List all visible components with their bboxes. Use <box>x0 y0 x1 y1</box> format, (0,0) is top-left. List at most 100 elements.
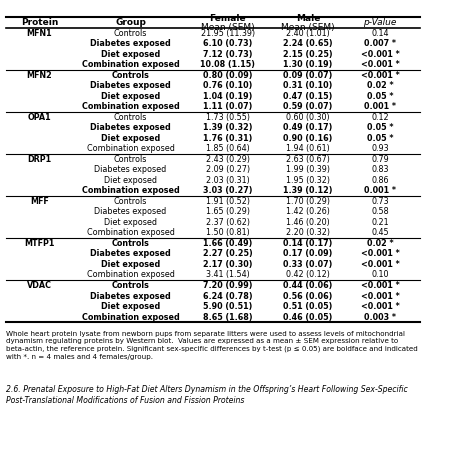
Text: Controls: Controls <box>114 113 147 122</box>
Text: 1.04 (0.19): 1.04 (0.19) <box>203 92 253 101</box>
Text: 0.58: 0.58 <box>371 207 389 216</box>
Text: 2.27 (0.25): 2.27 (0.25) <box>203 250 253 258</box>
Text: 0.09 (0.07): 0.09 (0.07) <box>283 71 333 80</box>
Text: 5.90 (0.51): 5.90 (0.51) <box>203 302 253 311</box>
Text: Diabetes exposed: Diabetes exposed <box>90 39 171 48</box>
Text: Diet exposed: Diet exposed <box>101 92 160 101</box>
Text: 10.08 (1.15): 10.08 (1.15) <box>201 60 255 69</box>
Text: 0.59 (0.07): 0.59 (0.07) <box>283 102 333 111</box>
Text: Combination exposed: Combination exposed <box>87 271 174 279</box>
Text: 6.10 (0.73): 6.10 (0.73) <box>203 39 253 48</box>
Text: Mean (SEM): Mean (SEM) <box>201 22 255 32</box>
Text: 1.50 (0.81): 1.50 (0.81) <box>206 229 250 237</box>
Text: Controls: Controls <box>114 155 147 164</box>
Text: Combination exposed: Combination exposed <box>82 186 179 196</box>
Text: 0.90 (0.16): 0.90 (0.16) <box>283 134 333 143</box>
Text: 0.46 (0.05): 0.46 (0.05) <box>283 312 333 322</box>
Text: 0.42 (0.12): 0.42 (0.12) <box>286 271 330 279</box>
Text: Combination exposed: Combination exposed <box>82 312 179 322</box>
Text: Diabetes exposed: Diabetes exposed <box>90 81 171 90</box>
Text: Diabetes exposed: Diabetes exposed <box>90 292 171 300</box>
Text: 1.85 (0.64): 1.85 (0.64) <box>206 144 250 153</box>
Text: 1.73 (0.55): 1.73 (0.55) <box>206 113 250 122</box>
Text: Controls: Controls <box>111 71 149 80</box>
Text: 0.86: 0.86 <box>371 176 389 185</box>
Text: 1.46 (0.20): 1.46 (0.20) <box>286 218 330 227</box>
Text: 1.66 (0.49): 1.66 (0.49) <box>203 239 253 248</box>
Text: 2.15 (0.25): 2.15 (0.25) <box>283 49 333 59</box>
Text: 1.11 (0.07): 1.11 (0.07) <box>203 102 253 111</box>
Text: 0.49 (0.17): 0.49 (0.17) <box>283 123 333 132</box>
Text: Diabetes exposed: Diabetes exposed <box>90 250 171 258</box>
Text: 1.95 (0.32): 1.95 (0.32) <box>286 176 330 185</box>
Text: 8.65 (1.68): 8.65 (1.68) <box>203 312 253 322</box>
Text: MTFP1: MTFP1 <box>24 239 55 248</box>
Text: Controls: Controls <box>114 197 147 206</box>
Text: 0.02 *: 0.02 * <box>367 81 393 90</box>
Text: Female: Female <box>210 15 246 23</box>
Text: 2.09 (0.27): 2.09 (0.27) <box>206 165 250 174</box>
Text: 0.02 *: 0.02 * <box>367 239 393 248</box>
Text: 1.39 (0.32): 1.39 (0.32) <box>203 123 253 132</box>
Text: MFF: MFF <box>30 197 49 206</box>
Text: 7.12 (0.73): 7.12 (0.73) <box>203 49 253 59</box>
Text: 2.17 (0.30): 2.17 (0.30) <box>203 260 253 269</box>
Text: 0.56 (0.06): 0.56 (0.06) <box>283 292 333 300</box>
Text: Diet exposed: Diet exposed <box>104 176 157 185</box>
Text: 2.03 (0.31): 2.03 (0.31) <box>206 176 250 185</box>
Text: 0.10: 0.10 <box>371 271 389 279</box>
Text: 0.17 (0.09): 0.17 (0.09) <box>283 250 333 258</box>
Text: 0.14: 0.14 <box>371 28 389 38</box>
Text: <0.001 *: <0.001 * <box>361 260 400 269</box>
Text: Controls: Controls <box>111 281 149 290</box>
Text: 2.37 (0.62): 2.37 (0.62) <box>206 218 250 227</box>
Text: 0.44 (0.06): 0.44 (0.06) <box>283 281 333 290</box>
Text: 0.003 *: 0.003 * <box>364 312 396 322</box>
Text: 1.39 (0.12): 1.39 (0.12) <box>283 186 333 196</box>
Text: 1.65 (0.29): 1.65 (0.29) <box>206 207 250 216</box>
Text: <0.001 *: <0.001 * <box>361 49 400 59</box>
Text: Diet exposed: Diet exposed <box>101 134 160 143</box>
Text: Group: Group <box>115 18 146 27</box>
Text: p-Value: p-Value <box>364 18 397 27</box>
Text: 1.99 (0.39): 1.99 (0.39) <box>286 165 330 174</box>
Text: 0.60 (0.30): 0.60 (0.30) <box>286 113 330 122</box>
Text: 3.41 (1.54): 3.41 (1.54) <box>206 271 250 279</box>
Text: 21.95 (11.39): 21.95 (11.39) <box>201 28 255 38</box>
Text: <0.001 *: <0.001 * <box>361 302 400 311</box>
Text: Diet exposed: Diet exposed <box>104 218 157 227</box>
Text: 0.001 *: 0.001 * <box>364 186 396 196</box>
Text: 0.12: 0.12 <box>371 113 389 122</box>
Text: 2.43 (0.29): 2.43 (0.29) <box>206 155 250 164</box>
Text: 1.42 (0.26): 1.42 (0.26) <box>286 207 330 216</box>
Text: 0.45: 0.45 <box>371 229 389 237</box>
Text: 7.20 (0.99): 7.20 (0.99) <box>203 281 253 290</box>
Text: Combination exposed: Combination exposed <box>87 144 174 153</box>
Text: Diabetes exposed: Diabetes exposed <box>94 165 166 174</box>
Text: 6.24 (0.78): 6.24 (0.78) <box>203 292 253 300</box>
Text: 0.73: 0.73 <box>371 197 389 206</box>
Text: 0.001 *: 0.001 * <box>364 102 396 111</box>
Text: 0.31 (0.10): 0.31 (0.10) <box>283 81 333 90</box>
Text: 2.20 (0.32): 2.20 (0.32) <box>286 229 330 237</box>
Text: 2.40 (1.01): 2.40 (1.01) <box>286 28 330 38</box>
Text: <0.001 *: <0.001 * <box>361 292 400 300</box>
Text: 0.05 *: 0.05 * <box>367 123 393 132</box>
Text: 0.21: 0.21 <box>371 218 389 227</box>
Text: 1.94 (0.61): 1.94 (0.61) <box>286 144 330 153</box>
Text: 0.47 (0.15): 0.47 (0.15) <box>283 92 333 101</box>
Text: Diabetes exposed: Diabetes exposed <box>94 207 166 216</box>
Text: Diabetes exposed: Diabetes exposed <box>90 123 171 132</box>
Text: 1.91 (0.52): 1.91 (0.52) <box>206 197 250 206</box>
Text: Diet exposed: Diet exposed <box>101 260 160 269</box>
Text: VDAC: VDAC <box>27 281 52 290</box>
Text: 0.83: 0.83 <box>371 165 389 174</box>
Text: Mean (SEM): Mean (SEM) <box>282 22 335 32</box>
Text: 0.05 *: 0.05 * <box>367 134 393 143</box>
Text: MFN2: MFN2 <box>27 71 52 80</box>
Text: <0.001 *: <0.001 * <box>361 71 400 80</box>
Text: 1.70 (0.29): 1.70 (0.29) <box>286 197 330 206</box>
Text: Combination exposed: Combination exposed <box>82 60 179 69</box>
Text: 3.03 (0.27): 3.03 (0.27) <box>203 186 253 196</box>
Text: Diet exposed: Diet exposed <box>101 302 160 311</box>
